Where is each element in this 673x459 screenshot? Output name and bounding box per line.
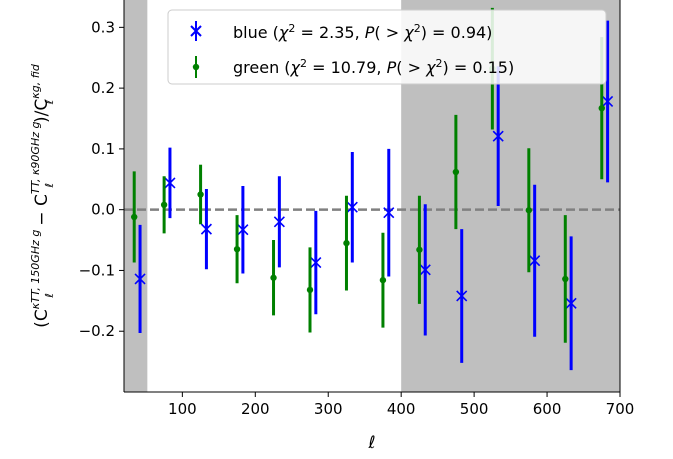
blue-point-8 (419, 204, 431, 336)
green-point-3 (233, 215, 241, 284)
blue-point-0 (134, 224, 146, 334)
blue-point-12 (565, 236, 577, 371)
blue-point-2 (200, 189, 212, 270)
blue-marker-4 (273, 216, 285, 228)
green-point-0 (131, 171, 138, 263)
blue-point-10 (492, 66, 504, 207)
blue-marker-12 (565, 297, 577, 309)
green-marker-12 (562, 275, 569, 283)
legend: blue (χ2 = 2.35, P( > χ2) = 0.94) green … (167, 9, 607, 85)
x-tick-label-2: 300 (314, 400, 343, 418)
blue-point-6 (346, 151, 358, 263)
x-tick-label-4: 500 (460, 400, 489, 418)
green-marker-6 (343, 239, 350, 247)
legend-label-green: green (χ2 = 10.79, P( > χ2) = 0.15) (233, 57, 514, 77)
green-point-9 (452, 114, 460, 230)
y-tick-label-2: 0.0 (91, 201, 115, 219)
blue-marker-0 (134, 273, 146, 285)
blue-marker-10 (492, 130, 504, 142)
green-marker-11 (525, 207, 533, 214)
green-point-6 (343, 195, 350, 291)
y-tick-label-5: 0.3 (91, 18, 115, 36)
green-marker-1 (160, 201, 168, 209)
blue-point-9 (456, 229, 468, 363)
green-point-7 (379, 232, 387, 328)
blue-marker-3 (237, 224, 249, 236)
x-tick-label-0: 100 (168, 400, 197, 418)
green-point-1 (160, 176, 168, 234)
blue-point-11 (529, 184, 541, 337)
green-marker-3 (233, 245, 241, 253)
legend-label-blue: blue (χ2 = 2.35, P( > χ2) = 0.94) (233, 22, 492, 42)
y-tick-label-4: 0.2 (91, 79, 115, 97)
green-marker-8 (416, 246, 423, 253)
blue-point-3 (237, 185, 249, 274)
blue-marker-13 (602, 95, 614, 108)
green-marker-7 (379, 276, 387, 284)
green-marker-2 (197, 191, 204, 198)
blue-marker-11 (529, 255, 541, 267)
green-marker-5 (306, 286, 314, 294)
green-marker-13 (598, 104, 605, 112)
x-axis-label: ℓ (367, 433, 375, 453)
green-point-4 (270, 240, 277, 316)
x-tick-label-5: 600 (533, 400, 562, 418)
legend-box (167, 9, 607, 85)
x-tick-label-1: 200 (241, 400, 270, 418)
x-tick-label-6: 700 (606, 400, 635, 418)
x-tick-label-3: 400 (387, 400, 416, 418)
blue-marker-9 (456, 290, 468, 302)
legend-marker-green (192, 56, 200, 78)
green-point-8 (416, 195, 423, 304)
blue-marker-5 (310, 256, 322, 269)
y-tick-label-0: −0.2 (79, 322, 115, 340)
y-tick-label-1: −0.1 (79, 261, 115, 279)
blue-marker-6 (346, 201, 358, 213)
blue-marker-8 (419, 264, 431, 276)
blue-point-4 (273, 176, 285, 268)
green-point-12 (562, 215, 569, 343)
blue-point-5 (310, 210, 322, 315)
green-marker-0 (131, 213, 138, 221)
blue-point-1 (164, 147, 176, 219)
green-marker-4 (270, 274, 277, 281)
legend-marker-blue (190, 21, 202, 41)
green-point-5 (306, 247, 314, 333)
y-axis-label: (CκTT, 150GHz gℓ − CTT, κ90GHz gℓ)/Cκg, … (29, 63, 56, 328)
green-marker-9 (452, 168, 460, 176)
blue-marker-1 (164, 177, 176, 189)
y-tick-label-3: 0.1 (91, 140, 115, 158)
green-point-11 (525, 148, 533, 273)
blue-point-7 (383, 148, 395, 277)
blue-marker-7 (383, 207, 395, 219)
blue-marker-2 (200, 223, 212, 235)
green-point-2 (197, 164, 204, 225)
blue-point-13 (602, 20, 614, 183)
